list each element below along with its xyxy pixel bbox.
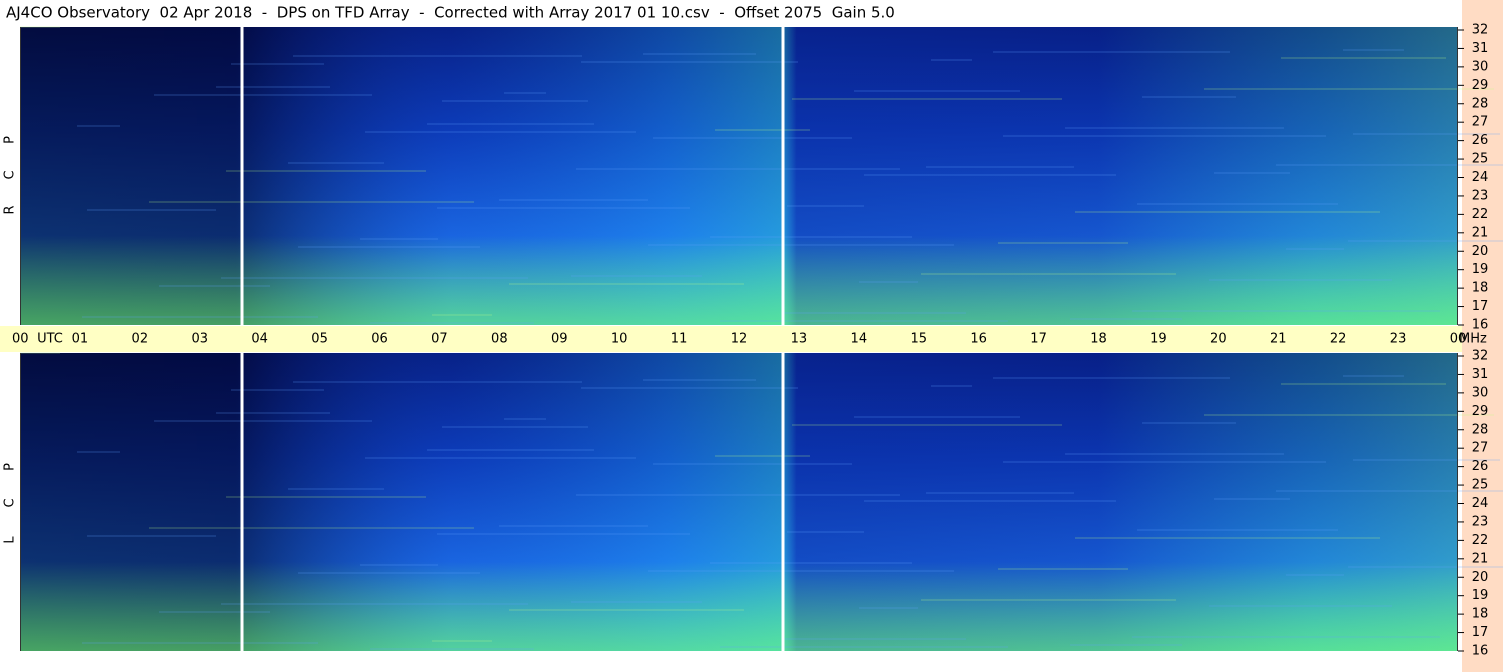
data-gap <box>781 27 785 325</box>
panel-label: C <box>3 170 18 179</box>
freq-label: 23 <box>1472 514 1489 529</box>
hour-label: 08 <box>491 332 508 347</box>
hour-label: 06 <box>371 332 388 347</box>
freq-label: 22 <box>1472 207 1489 222</box>
freq-label: 18 <box>1472 607 1489 622</box>
hour-label: 13 <box>791 332 808 347</box>
hour-label: 19 <box>1150 332 1167 347</box>
freq-label: 29 <box>1472 404 1489 419</box>
freq-label: 22 <box>1472 533 1489 548</box>
hour-label: 16 <box>970 332 987 347</box>
hour-label: 18 <box>1090 332 1107 347</box>
hour-label: 17 <box>1030 332 1047 347</box>
freq-label: 30 <box>1472 385 1489 400</box>
freq-label: 27 <box>1472 115 1489 130</box>
freq-label: 17 <box>1472 625 1489 640</box>
freq-label: 28 <box>1472 96 1489 111</box>
window-title: AJ4CO Observatory 02 Apr 2018 - DPS on T… <box>6 4 895 22</box>
hour-label: 15 <box>910 332 927 347</box>
freq-label: 21 <box>1472 551 1489 566</box>
freq-label: 19 <box>1472 588 1489 603</box>
freq-label: 32 <box>1472 23 1489 38</box>
freq-label: 27 <box>1472 441 1489 456</box>
freq-label: 18 <box>1472 281 1489 296</box>
freq-strip <box>1462 0 1503 672</box>
freq-label: 31 <box>1472 41 1489 56</box>
title-bar <box>0 0 1503 26</box>
freq-label: 16 <box>1472 318 1489 333</box>
hour-label: 00 <box>1450 332 1467 347</box>
freq-label: 30 <box>1472 59 1489 74</box>
time-band <box>0 326 1462 352</box>
freq-label: 29 <box>1472 78 1489 93</box>
freq-label: 24 <box>1472 170 1489 185</box>
freq-label: 31 <box>1472 367 1489 382</box>
data-gap <box>240 27 244 325</box>
panel-label: L <box>3 536 18 544</box>
freq-label: 24 <box>1472 496 1489 511</box>
hour-label: 00 <box>12 332 29 347</box>
freq-label: 32 <box>1472 349 1489 364</box>
hour-label: 14 <box>851 332 868 347</box>
freq-label: 23 <box>1472 188 1489 203</box>
hour-label: 05 <box>311 332 328 347</box>
hour-label: 23 <box>1390 332 1407 347</box>
hour-label: 21 <box>1270 332 1287 347</box>
spectrogram-glow <box>20 353 1458 651</box>
hour-label: 07 <box>431 332 448 347</box>
hour-label: 04 <box>251 332 268 347</box>
freq-label: 25 <box>1472 152 1489 167</box>
panel-label: P <box>3 463 18 471</box>
freq-label: 16 <box>1472 644 1489 659</box>
freq-label: 25 <box>1472 478 1489 493</box>
freq-unit: MHz <box>1459 332 1487 347</box>
hour-label: 22 <box>1330 332 1347 347</box>
data-gap <box>781 353 785 651</box>
data-gap <box>240 353 244 651</box>
freq-label: 28 <box>1472 422 1489 437</box>
panel-label: R <box>3 205 18 214</box>
freq-label: 17 <box>1472 299 1489 314</box>
hour-label: 10 <box>611 332 628 347</box>
hour-label: 09 <box>551 332 568 347</box>
hour-label: 12 <box>731 332 748 347</box>
panel-label: P <box>3 136 18 144</box>
hour-label: 20 <box>1210 332 1227 347</box>
hour-label: 02 <box>132 332 149 347</box>
freq-label: 26 <box>1472 459 1489 474</box>
hour-label: 11 <box>671 332 688 347</box>
freq-label: 20 <box>1472 244 1489 259</box>
freq-label: 20 <box>1472 570 1489 585</box>
freq-label: 26 <box>1472 133 1489 148</box>
time-zone: UTC <box>37 332 63 347</box>
freq-label: 21 <box>1472 225 1489 240</box>
spectrogram-glow <box>20 27 1458 325</box>
hour-label: 01 <box>72 332 89 347</box>
hour-label: 03 <box>191 332 208 347</box>
freq-label: 19 <box>1472 262 1489 277</box>
panel-label: C <box>3 498 18 507</box>
